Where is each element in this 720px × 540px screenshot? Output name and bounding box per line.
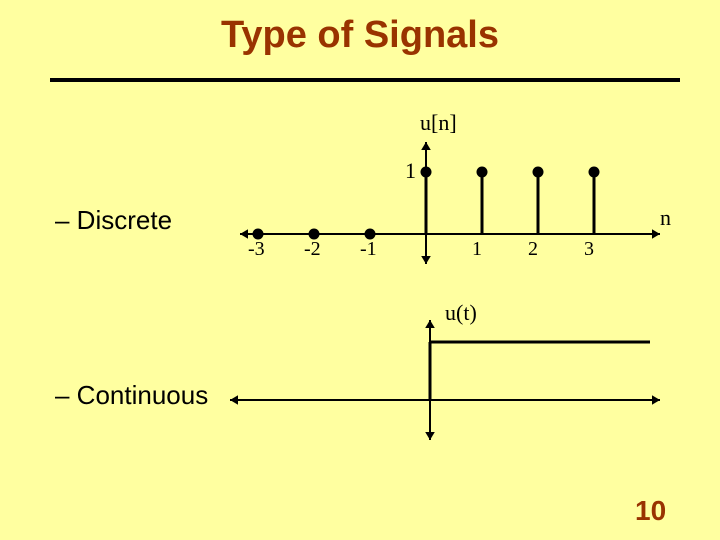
discrete-tick-label: -1	[360, 238, 377, 261]
discrete-tick-label: 1	[472, 238, 482, 261]
discrete-tick-label: -3	[248, 238, 265, 261]
bullet-discrete: – Discrete	[55, 205, 172, 236]
title-underline	[50, 78, 680, 82]
slide-title: Type of Signals	[0, 14, 720, 57]
discrete-tick-label: 2	[528, 238, 538, 261]
page-number: 10	[635, 495, 666, 527]
discrete-signal-label: u[n]	[420, 110, 457, 136]
discrete-n-label: n	[660, 205, 671, 231]
continuous-signal-label: u(t)	[445, 300, 477, 326]
discrete-tick-label: 3	[584, 238, 594, 261]
discrete-one-label: 1	[405, 158, 416, 184]
discrete-tick-label: -2	[304, 238, 321, 261]
bullet-continuous: – Continuous	[55, 380, 208, 411]
